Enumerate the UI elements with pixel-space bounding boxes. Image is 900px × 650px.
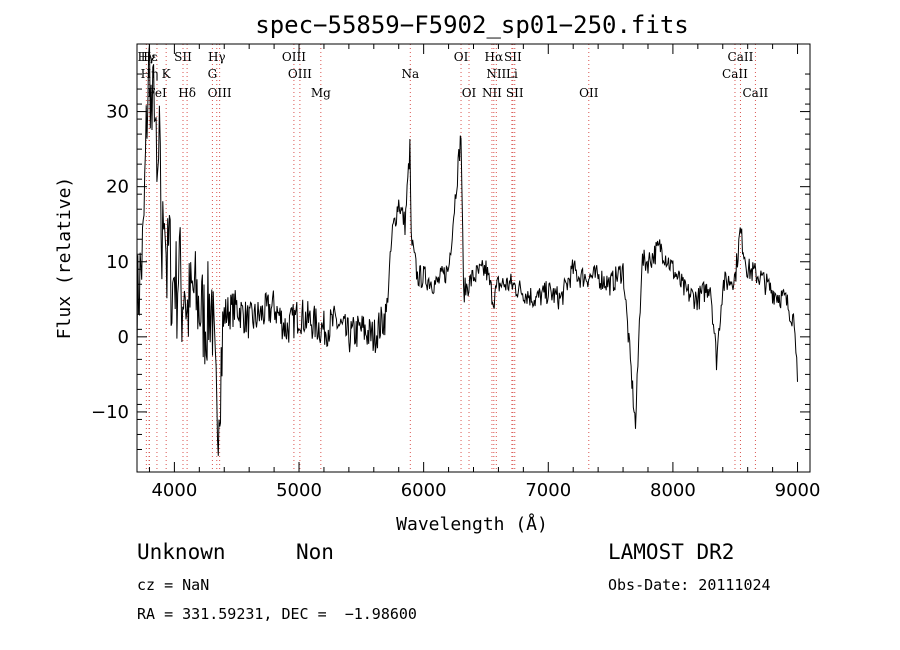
line-label: Na (401, 67, 419, 81)
obs-date-label: Obs-Date: 20111024 (608, 576, 771, 594)
chart-title: spec−55859−F5902_sp01−250.fits (255, 11, 688, 39)
subclass-label: Non (296, 540, 334, 564)
line-label: SII (504, 50, 522, 64)
line-label: OI (462, 86, 477, 100)
x-tick-label: 4000 (151, 480, 197, 501)
line-label: Mg (311, 86, 331, 100)
line-label: Li (506, 67, 518, 81)
line-label: OII (579, 86, 599, 100)
line-label: CaII (728, 50, 754, 64)
line-label: OI (454, 50, 469, 64)
line-label: OIII (208, 86, 232, 100)
spectrum-line (136, 43, 798, 456)
coordinates-label: RA = 331.59231, DEC = −1.98600 (137, 605, 417, 623)
line-label: SII (174, 50, 192, 64)
y-tick-label: 20 (106, 177, 129, 198)
line-label: G (208, 67, 218, 81)
redshift-label: cz = NaN (137, 576, 210, 594)
line-label: NII (482, 86, 502, 100)
x-axis-ticks: 4000 5000 6000 7000 8000 9000 (148, 44, 821, 501)
x-tick-label: 5000 (276, 480, 322, 501)
line-label: Hε (141, 50, 158, 64)
plot-frame (136, 43, 811, 473)
line-label: K (162, 67, 172, 81)
x-tick-label: 9000 (775, 480, 821, 501)
survey-label: LAMOST DR2 (608, 540, 735, 564)
line-label: CaII (722, 67, 748, 81)
class-label: Unknown (137, 540, 226, 564)
line-label: OIII (288, 67, 312, 81)
y-axis-ticks: −10 0 10 20 30 (91, 73, 810, 450)
x-tick-label: 7000 (525, 480, 571, 501)
y-axis-label: Flux (relative) (54, 177, 75, 340)
line-label: Hα (485, 50, 504, 64)
x-tick-label: 8000 (650, 480, 696, 501)
x-axis-label: Wavelength (Å) (396, 513, 548, 535)
line-label: CaII (742, 86, 768, 100)
spectrum-series (136, 43, 798, 456)
line-label: OIII (282, 50, 306, 64)
emission-line-markers (145, 44, 756, 472)
y-tick-label: 10 (106, 252, 129, 273)
line-label: Hγ (138, 50, 156, 64)
line-label: NII (486, 67, 506, 81)
y-tick-label: −10 (91, 402, 129, 423)
y-tick-label: 30 (106, 102, 129, 123)
y-tick-label: 0 (118, 327, 129, 348)
line-label: Hγ (208, 50, 226, 64)
line-label: Hδ (178, 86, 196, 100)
line-label: SII (506, 86, 524, 100)
x-tick-label: 6000 (401, 480, 447, 501)
